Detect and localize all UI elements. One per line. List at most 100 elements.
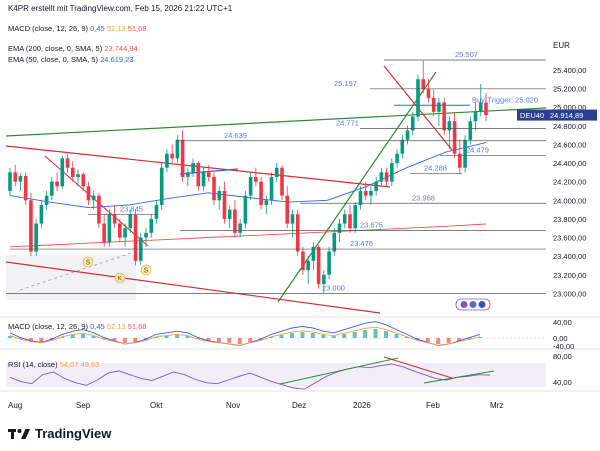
macd-value-2: 52,13 (106, 24, 126, 33)
pattern-label-S: S (144, 268, 149, 275)
candle-body (395, 153, 399, 164)
candle (13, 164, 18, 187)
candle (332, 228, 337, 257)
candle-body (437, 102, 441, 112)
y-tick-label: 25.200,00 (553, 85, 586, 94)
candle-body (8, 172, 12, 191)
candle (227, 204, 232, 229)
candle (55, 172, 59, 191)
candle-body (44, 195, 49, 205)
ema200-legend[interactable]: EMA (200, close, 0, SMA, 5) 23.744,94 (8, 44, 138, 53)
rsi-pane-label: RSI (14, close) (8, 360, 58, 369)
candle (102, 214, 106, 247)
candle (123, 223, 127, 247)
candle (342, 209, 347, 229)
tradingview-logo[interactable]: TradingView (8, 426, 111, 441)
tradingview-logo-icon (8, 428, 30, 439)
y-tick-label: 24.000,00 (553, 196, 586, 205)
candle-body (233, 209, 237, 233)
candle-body (165, 153, 169, 168)
candle-body (332, 232, 337, 252)
candle-body (353, 204, 358, 229)
candle-body (81, 174, 86, 187)
ema200-value: 23.744,94 (104, 44, 138, 53)
candle (431, 88, 436, 117)
candle (86, 181, 91, 205)
candle-body (107, 214, 112, 243)
macd-hist-bar (175, 335, 180, 338)
level-label-24479: 24.479 (466, 146, 489, 155)
candle-body (238, 223, 242, 233)
candle (8, 167, 12, 196)
candle (254, 167, 258, 187)
candle-body (23, 176, 28, 201)
level-label-23968: 23.968 (412, 193, 435, 202)
candle (170, 144, 174, 164)
candle-body (175, 139, 180, 159)
candle-body (468, 121, 473, 140)
x-axis-label: Feb (426, 401, 440, 410)
candle-body (144, 232, 148, 238)
ema50-legend[interactable]: EMA (50, close, 0, SMA, 5) 24.619,23 (8, 55, 134, 64)
macd-hist-bar (196, 338, 200, 339)
candle (186, 167, 190, 187)
macd-hist-bar (112, 338, 117, 341)
macd-legend-label: MACD (close, 12, 26, 9) (8, 24, 89, 33)
macd-axis-label: 40,00 (553, 318, 572, 327)
candle-body (426, 88, 431, 98)
y-tick-label: 23.000,00 (553, 289, 586, 298)
level-label-25507: 25.507 (455, 50, 478, 59)
candle (358, 186, 363, 210)
candle-body (322, 274, 326, 285)
rsi-axis-label: 40,00 (553, 378, 572, 387)
candle-body (254, 177, 258, 182)
candle-body (280, 167, 284, 196)
candle-body (18, 176, 23, 182)
rsi-pane-legend[interactable]: RSI (14, close) 54,07 49,63 (8, 360, 99, 369)
candle-body (191, 163, 195, 173)
candle-body (342, 214, 347, 224)
candle (233, 200, 237, 238)
macd-hist-bar (467, 338, 472, 339)
candle-body (222, 190, 227, 219)
x-axis-label: Okt (150, 401, 163, 410)
rsi-trendline-green-2 (423, 370, 495, 384)
level-label-23845: 23.845 (120, 205, 143, 214)
candle (484, 93, 488, 122)
candle (390, 158, 394, 187)
last-price-badge (547, 109, 597, 121)
candle (217, 186, 222, 210)
candle (238, 218, 242, 238)
candle-body (118, 223, 122, 238)
y-tick-label: 23.600,00 (553, 234, 586, 243)
candle-body (301, 251, 305, 271)
macd-hist-bar (446, 338, 451, 343)
rsi-trendline-red (383, 356, 453, 379)
level-label-24639: 24.639 (224, 131, 247, 140)
price-chart[interactable]: 25.507 25.197 Buy-Trigger: 25.020 24.771 24.… (0, 0, 600, 420)
candle-body (60, 158, 65, 187)
candle-body (128, 214, 133, 229)
candle (269, 172, 274, 205)
macd-legend-top[interactable]: MACD (close, 12, 26, 9) 0,45 52,13 51,68 (8, 24, 146, 33)
candle (458, 139, 462, 175)
macd-pane-legend[interactable]: MACD (close, 12, 26, 9) 0,45 52,13 51,68 (8, 322, 146, 331)
candle-body (55, 181, 59, 187)
candle-body (295, 214, 300, 252)
candle (18, 173, 23, 191)
candle (149, 214, 154, 238)
event-icon (460, 301, 468, 308)
macd-hist-bar (102, 338, 106, 339)
macd-hist-bar (216, 338, 221, 342)
candle-body (405, 130, 410, 140)
last-price-label: 24.914,89 (550, 111, 583, 120)
candle (384, 167, 389, 187)
y-tick-label: 24.600,00 (553, 140, 586, 149)
candle (274, 163, 279, 182)
candle-body (447, 121, 452, 131)
candle-body (442, 102, 446, 131)
candle (206, 164, 211, 182)
candle (70, 161, 75, 182)
level-label-25020: Buy-Trigger: 25.020 (472, 95, 538, 104)
